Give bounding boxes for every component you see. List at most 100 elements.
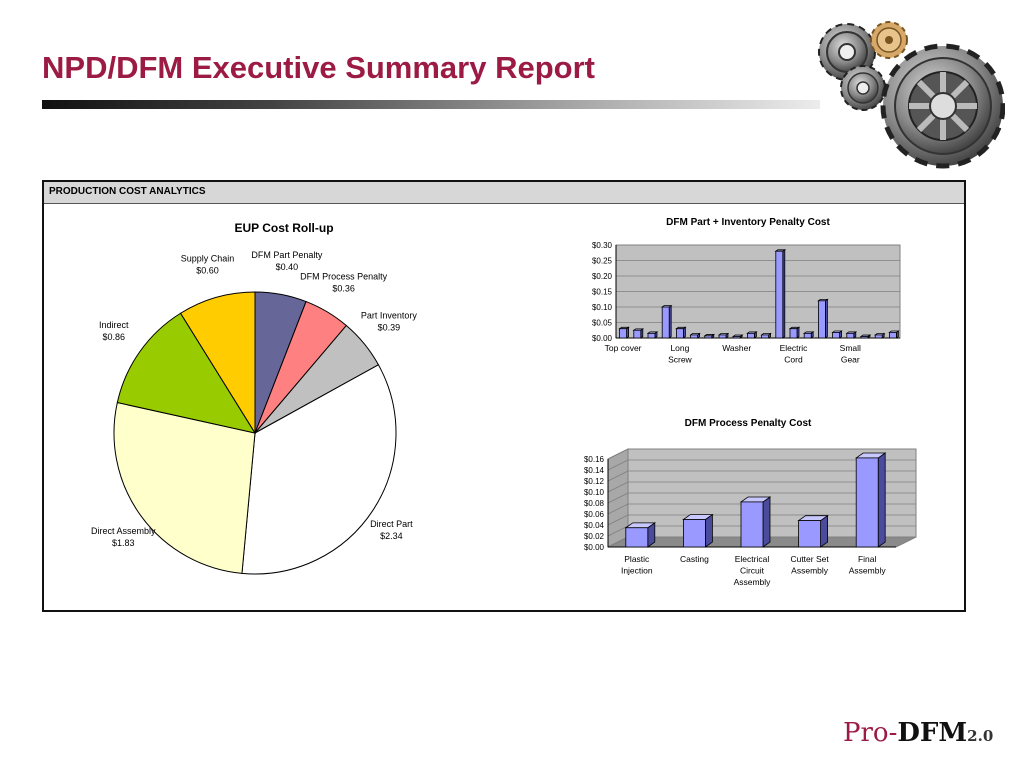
gridline-side [607, 459, 629, 471]
bar-front [798, 520, 822, 548]
title-divider [42, 100, 820, 109]
bar-front [625, 527, 649, 548]
pie-value-direct-assembly: $1.83 [112, 538, 135, 548]
bar [817, 298, 829, 339]
bar-front [817, 300, 826, 339]
gridline-side [607, 448, 629, 460]
x-tick-label: Top cover [605, 343, 642, 353]
bar-front [746, 332, 755, 339]
panel-header: PRODUCTION COST ANALYTICS [44, 182, 964, 204]
logo-pro-text: Pro- [843, 718, 898, 748]
part-inventory-penalty-chart: DFM Part + Inventory Penalty Cost $0.00 $… [592, 217, 901, 365]
bar-front [718, 334, 727, 339]
bar-front [775, 250, 784, 339]
y-tick-label: $0.04 [584, 521, 605, 530]
x-tick-label: Casting [680, 554, 709, 564]
bar-front [860, 336, 869, 339]
pie-slice-supply-chain [179, 291, 256, 435]
bar-front [789, 328, 798, 339]
gridline-side [607, 514, 629, 526]
bar-front [855, 457, 879, 548]
x-tick-label: Electric Cord [780, 343, 809, 365]
bar [746, 331, 758, 339]
bar-front [740, 501, 764, 548]
logo-dfm-text: DFM [897, 718, 968, 748]
bar-front [846, 332, 855, 339]
y-tick-label: $0.08 [584, 499, 605, 508]
bar-side [704, 513, 713, 548]
bar-side [820, 514, 829, 548]
y-tick-label: $0.02 [584, 532, 605, 541]
pie-label-dfm-process-penalty: DFM Process Penalty [300, 271, 388, 281]
pie-value-supply-chain: $0.60 [196, 266, 219, 276]
bar [660, 304, 673, 339]
pie-label-direct-assembly: Direct Assembly [91, 526, 156, 536]
y-tick-label: $0.10 [584, 488, 605, 497]
x-tick-label: Washer [722, 343, 751, 353]
bar [859, 334, 872, 339]
bar-front [732, 336, 741, 339]
bar-front [647, 332, 656, 339]
bar [689, 332, 701, 339]
bar [739, 496, 772, 548]
pie-value-part-inventory: $0.39 [378, 322, 401, 332]
gridline-side [607, 481, 629, 493]
bar-front [888, 332, 897, 339]
bar-front [675, 328, 684, 339]
bar-front [690, 334, 699, 339]
y-tick-label: $0.10 [592, 303, 613, 312]
bar [717, 332, 730, 339]
bar [682, 513, 714, 548]
bar [624, 522, 657, 548]
pie-slice-direct-assembly [113, 401, 256, 574]
pie-label-indirect: Indirect [99, 320, 129, 330]
x-tick-label: Long Screw [668, 343, 692, 365]
pie-slice-direct-part [241, 364, 397, 575]
pie-label-dfm-part-penalty: DFM Part Penalty [251, 250, 323, 260]
part-penalty-chart-title: DFM Part + Inventory Penalty Cost [666, 217, 830, 228]
y-tick-label: $0.30 [592, 241, 613, 250]
gridline-side [607, 470, 629, 482]
bar [675, 326, 687, 339]
bar-side [762, 496, 771, 548]
bar-front [832, 332, 841, 339]
y-tick-label: $0.00 [592, 334, 613, 343]
pie-label-supply-chain: Supply Chain [181, 254, 235, 264]
bar-front [619, 328, 627, 339]
y-tick-label: $0.20 [592, 272, 613, 281]
production-cost-panel: PRODUCTION COST ANALYTICS EUP Cost Roll-… [42, 180, 966, 612]
pro-dfm-logo: Pro-DFM2.0 [843, 718, 993, 748]
bar-front [803, 332, 812, 339]
bar-front [704, 335, 713, 339]
bar-front [633, 329, 642, 339]
bar [760, 332, 772, 339]
pie-value-direct-part: $2.34 [380, 531, 403, 541]
eup-cost-pie-chart: EUP Cost Roll-up DFM Part Penalty $0.40DF… [91, 221, 417, 575]
gridline-side [607, 492, 629, 504]
bar [888, 330, 900, 339]
x-tick-label: Small Gear [840, 343, 861, 365]
bar [646, 331, 659, 339]
bar [703, 333, 716, 339]
pie-chart-title: EUP Cost Roll-up [234, 221, 333, 235]
bar [873, 332, 886, 339]
y-tick-label: $0.16 [584, 455, 605, 464]
gridline-side [607, 525, 629, 537]
bar [618, 326, 630, 339]
x-tick-label: Electrical Circuit Assembly [734, 554, 772, 587]
pie-label-direct-part: Direct Part [370, 519, 413, 529]
y-tick-label: $0.15 [592, 288, 613, 297]
bar-front [682, 519, 706, 548]
pie-slice-indirect [116, 312, 257, 434]
process-penalty-chart: DFM Process Penalty Cost $0.00 $0.02 $0.04… [584, 418, 917, 587]
y-tick-label: $0.25 [592, 257, 613, 266]
gridline-side [607, 503, 629, 515]
bar-front [761, 334, 770, 339]
bar [831, 330, 843, 339]
y-tick-label: $0.12 [584, 477, 605, 486]
x-tick-label: Final Assembly [849, 554, 887, 576]
bar [788, 326, 801, 339]
bar [797, 514, 829, 548]
y-tick-label: $0.14 [584, 466, 605, 475]
bar [802, 331, 815, 339]
